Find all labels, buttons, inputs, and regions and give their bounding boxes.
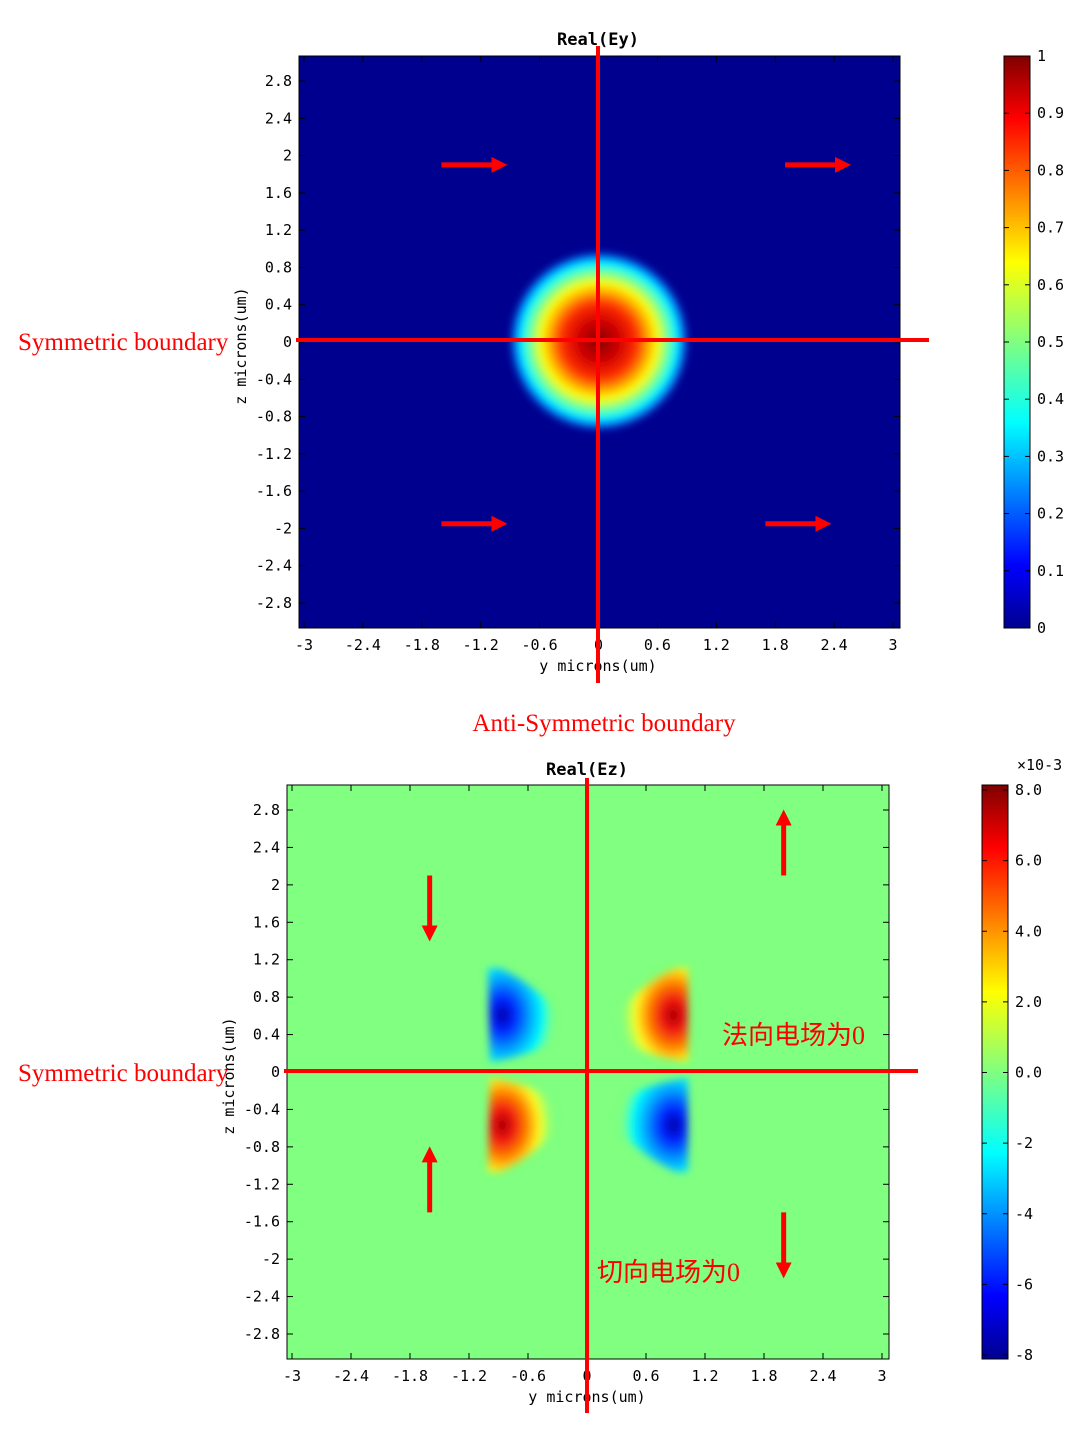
colorbar-tick-label: 0 bbox=[1037, 619, 1046, 637]
colorbar-tick-label: 0.7 bbox=[1037, 219, 1064, 237]
y-tick-label: 0 bbox=[271, 1063, 280, 1081]
chart-real-ey: Real(Ey) -3 -2.4 -1.8 -1.2 -0.6 0 0.6 1.2 1.8 2.4… bbox=[232, 30, 1064, 683]
ey-y-axis-label: z microns(um) bbox=[232, 287, 250, 404]
symmetric-boundary-top-label: Symmetric boundary bbox=[18, 329, 229, 356]
y-tick-label: 0.4 bbox=[253, 1026, 280, 1044]
colorbar-tick-label: 0.1 bbox=[1037, 562, 1064, 580]
ey-colorbar-ticks: 1 0.9 0.8 0.7 0.6 0.5 0.4 0.3 0.2 0.1 0 bbox=[1004, 47, 1064, 637]
colorbar-tick-label: -2 bbox=[1015, 1134, 1033, 1152]
y-tick-label: -2 bbox=[262, 1250, 280, 1268]
symmetric-boundary-bottom-label: Symmetric boundary bbox=[18, 1060, 229, 1087]
colorbar-tick-label: 2.0 bbox=[1015, 993, 1042, 1011]
x-tick-label: -1.8 bbox=[404, 636, 440, 654]
chart-1-title: Real(Ey) bbox=[557, 30, 639, 50]
ey-y-ticks: 2.8 2.4 2 1.6 1.2 0.8 0.4 0 -0.4 -0.8 -1.2 -1.6 -2 -2… bbox=[256, 72, 900, 612]
tangential-field-zero-label: 切向电场为0 bbox=[597, 1258, 740, 1287]
colorbar-tick-label: 0.4 bbox=[1037, 390, 1064, 408]
y-tick-label: -1.2 bbox=[244, 1175, 280, 1193]
x-tick-label: -2.4 bbox=[333, 1367, 369, 1385]
x-tick-label: 3 bbox=[877, 1367, 886, 1385]
x-tick-label: -1.8 bbox=[392, 1367, 428, 1385]
x-tick-label: 1.2 bbox=[703, 636, 730, 654]
ez-y-ticks: 2.8 2.4 2 1.6 1.2 0.8 0.4 0 -0.4 -0.8 -1.2 -1.6 -2 -2… bbox=[244, 801, 889, 1343]
colorbar-tick-label: 0.5 bbox=[1037, 333, 1064, 351]
colorbar-tick-label: 1 bbox=[1037, 47, 1046, 65]
y-tick-label: 1.6 bbox=[265, 184, 292, 202]
x-tick-label: 2.4 bbox=[809, 1367, 836, 1385]
y-tick-label: -0.8 bbox=[244, 1138, 280, 1156]
y-tick-label: 0 bbox=[283, 333, 292, 351]
x-tick-label: 1.2 bbox=[691, 1367, 718, 1385]
y-tick-label: -0.4 bbox=[256, 370, 292, 388]
colorbar-tick-label: 6.0 bbox=[1015, 852, 1042, 870]
y-tick-label: -0.8 bbox=[256, 408, 292, 426]
colorbar-tick-label: 4.0 bbox=[1015, 922, 1042, 940]
normal-field-zero-label: 法向电场为0 bbox=[722, 1021, 865, 1050]
ey-x-ticks: -3-2.4-1.8-1.2-0.600.61.21.82.43 bbox=[295, 56, 898, 654]
x-tick-label: -3 bbox=[295, 636, 313, 654]
x-tick-label: -1.2 bbox=[463, 636, 499, 654]
ez-y-axis-label: z microns(um) bbox=[220, 1017, 238, 1134]
x-tick-label: -2.4 bbox=[345, 636, 381, 654]
y-tick-label: 1.2 bbox=[265, 221, 292, 239]
ez-lobe-lower-right bbox=[615, 1078, 688, 1172]
y-tick-label: 0.8 bbox=[253, 988, 280, 1006]
y-tick-label: -2 bbox=[274, 519, 292, 537]
colorbar-tick-label: -4 bbox=[1015, 1205, 1033, 1223]
ey-field-arrows bbox=[441, 156, 852, 532]
x-tick-label: -0.6 bbox=[522, 636, 558, 654]
y-tick-label: -1.6 bbox=[244, 1213, 280, 1231]
ez-colorbar-multiplier: ×10-3 bbox=[1017, 756, 1062, 774]
y-tick-label: 2.8 bbox=[265, 72, 292, 90]
y-tick-label: -0.4 bbox=[244, 1100, 280, 1118]
colorbar-tick-label: -6 bbox=[1015, 1275, 1033, 1293]
y-tick-label: 0.8 bbox=[265, 258, 292, 276]
y-tick-label: 1.6 bbox=[253, 913, 280, 931]
colorbar-tick-label: -8 bbox=[1015, 1346, 1033, 1364]
anti-symmetric-boundary-label: Anti-Symmetric boundary bbox=[472, 710, 736, 737]
ez-colorbar-ticks: 8.0 6.0 4.0 2.0 0.0 -2 -4 -6 -8 bbox=[982, 781, 1042, 1364]
y-tick-label: -2.4 bbox=[256, 557, 292, 575]
y-tick-label: 2.4 bbox=[265, 109, 292, 127]
y-tick-label: 2.4 bbox=[253, 838, 280, 856]
x-tick-label: 0.6 bbox=[644, 636, 671, 654]
x-tick-label: -3 bbox=[283, 1367, 301, 1385]
colorbar-tick-label: 0.9 bbox=[1037, 104, 1064, 122]
y-tick-label: 2 bbox=[283, 147, 292, 165]
x-tick-label: 0.6 bbox=[632, 1367, 659, 1385]
x-tick-label: 1.8 bbox=[750, 1367, 777, 1385]
y-tick-label: 2.8 bbox=[253, 801, 280, 819]
ez-lobe-upper-left bbox=[488, 968, 560, 1062]
x-tick-label: 1.8 bbox=[762, 636, 789, 654]
colorbar-tick-label: 0.8 bbox=[1037, 161, 1064, 179]
colorbar-tick-label: 0.3 bbox=[1037, 447, 1064, 465]
x-tick-label: 3 bbox=[888, 636, 897, 654]
x-tick-label: -0.6 bbox=[510, 1367, 546, 1385]
y-tick-label: -1.2 bbox=[256, 445, 292, 463]
chart-2-title: Real(Ez) bbox=[546, 760, 628, 780]
ez-field-arrows bbox=[421, 809, 792, 1279]
ez-lobe-lower-left bbox=[488, 1078, 560, 1172]
ez-lobe-upper-right bbox=[615, 968, 688, 1062]
colorbar-tick-label: 0.0 bbox=[1015, 1064, 1042, 1082]
y-tick-label: -1.6 bbox=[256, 482, 292, 500]
colorbar-tick-label: 0.6 bbox=[1037, 276, 1064, 294]
y-tick-label: -2.4 bbox=[244, 1288, 280, 1306]
colorbar-tick-label: 0.2 bbox=[1037, 505, 1064, 523]
y-tick-label: 0.4 bbox=[265, 296, 292, 314]
chart-real-ez: Real(Ez) -3 -2.4 -1.8 -1.2 -0.6 0 0.6 1.2 1.8 2.4… bbox=[220, 756, 1062, 1413]
x-tick-label: 2.4 bbox=[821, 636, 848, 654]
y-tick-label: -2.8 bbox=[244, 1325, 280, 1343]
x-tick-label: -1.2 bbox=[451, 1367, 487, 1385]
y-tick-label: 1.2 bbox=[253, 951, 280, 969]
colorbar-tick-label: 8.0 bbox=[1015, 781, 1042, 799]
y-tick-label: 2 bbox=[271, 876, 280, 894]
y-tick-label: -2.8 bbox=[256, 594, 292, 612]
